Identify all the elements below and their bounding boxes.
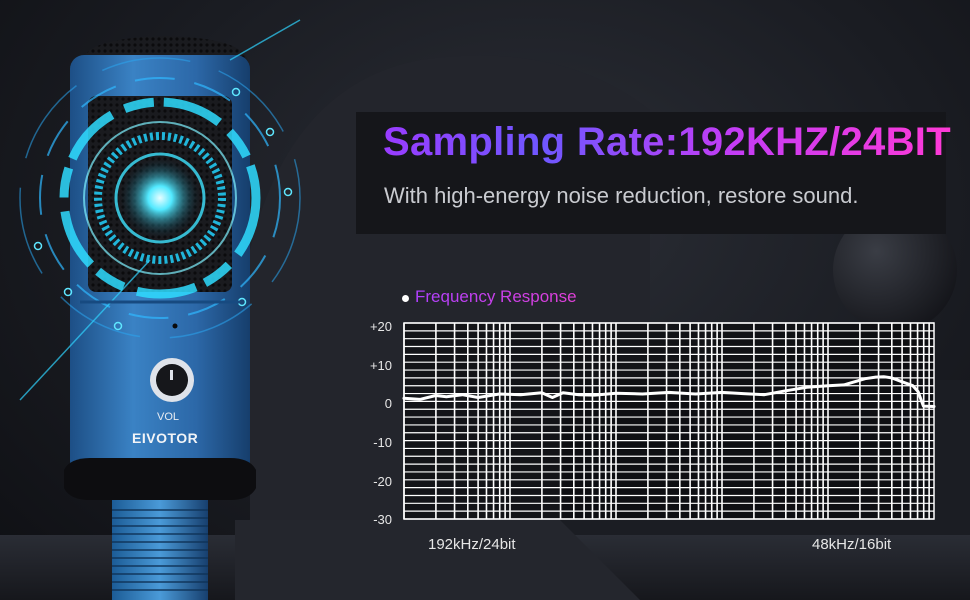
vol-label: VOL — [157, 411, 180, 423]
brand-logo-text: EIVOTOR — [132, 430, 199, 446]
sphere-decoration — [833, 208, 957, 332]
y-tick-label: -10 — [373, 435, 392, 450]
x-label-left: 192kHz/24bit — [428, 536, 516, 553]
y-tick-label: -20 — [373, 474, 392, 489]
x-label-right: 48kHz/16bit — [812, 536, 892, 553]
y-tick-label: 0 — [384, 396, 392, 411]
headline: Sampling Rate:192KHZ/24BIT — [383, 120, 951, 164]
microphone-illustration — [19, 19, 301, 600]
headline-banner — [356, 112, 946, 234]
legend-bullet — [402, 295, 409, 302]
plot-area — [404, 323, 934, 519]
subheadline: With high-energy noise reduction, restor… — [384, 183, 859, 208]
y-tick-label: +20 — [369, 319, 392, 334]
chart-legend: Frequency Response — [415, 287, 577, 306]
y-tick-label: -30 — [373, 512, 392, 527]
y-tick-label: +10 — [369, 358, 392, 373]
